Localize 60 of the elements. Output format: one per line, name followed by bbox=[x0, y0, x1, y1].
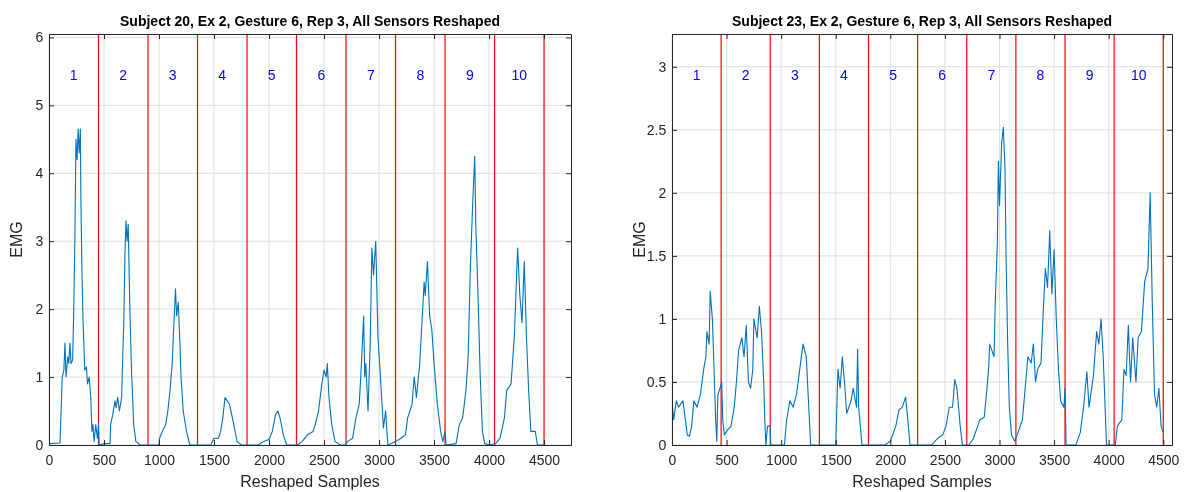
x-tick-label: 2500 bbox=[308, 451, 341, 468]
annotation: 4 bbox=[218, 66, 227, 83]
x-tick-label: 3500 bbox=[1039, 451, 1071, 468]
annotation: 8 bbox=[416, 66, 425, 83]
y-axis-title: EMG bbox=[8, 221, 25, 258]
y-tick-label: 0 bbox=[35, 436, 44, 453]
annotation: 1 bbox=[692, 66, 701, 83]
annotation: 10 bbox=[511, 66, 528, 83]
annotation: 9 bbox=[465, 66, 474, 83]
annotation: 2 bbox=[741, 66, 750, 83]
y-tick-label: 1.5 bbox=[646, 247, 667, 264]
y-tick-label: 1 bbox=[658, 310, 667, 327]
annotation: 1 bbox=[69, 66, 78, 83]
annotation: 6 bbox=[938, 66, 947, 83]
annotation: 3 bbox=[790, 66, 799, 83]
annotation: 7 bbox=[987, 66, 996, 83]
x-tick-label: 500 bbox=[92, 451, 117, 468]
line-series bbox=[672, 126, 1164, 445]
annotation: 9 bbox=[1085, 66, 1094, 83]
annotation: 2 bbox=[119, 66, 128, 83]
x-tick-label: 2500 bbox=[929, 451, 962, 468]
x-tick-label: 1500 bbox=[820, 451, 853, 468]
x-tick-label: 2000 bbox=[253, 451, 286, 468]
annotation: 7 bbox=[366, 66, 375, 83]
y-axis-title: EMG bbox=[631, 221, 648, 258]
y-tick-label: 3 bbox=[658, 58, 667, 75]
y-tick-label: 0.5 bbox=[646, 373, 667, 390]
annotation: 6 bbox=[317, 66, 326, 83]
x-tick-label: 2000 bbox=[875, 451, 907, 468]
x-tick-label: 3000 bbox=[984, 451, 1016, 468]
y-tick-label: 2.5 bbox=[646, 121, 667, 138]
y-tick-label: 2 bbox=[658, 184, 667, 201]
annotation: 4 bbox=[840, 66, 849, 83]
x-tick-label: 3000 bbox=[363, 451, 396, 468]
x-tick-label: 4000 bbox=[1093, 451, 1125, 468]
x-tick-label: 4500 bbox=[1148, 451, 1180, 468]
x-axis-title: Reshaped Samples bbox=[240, 473, 380, 490]
chart-title: Subject 23, Ex 2, Gesture 6, Rep 3, All Sensors Reshaped bbox=[732, 13, 1112, 29]
x-tick-label: 500 bbox=[715, 451, 739, 468]
x-tick-label: 1500 bbox=[198, 451, 231, 468]
annotation: 3 bbox=[168, 66, 177, 83]
chart-title: Subject 20, Ex 2, Gesture 6, Rep 3, All Sensors Reshaped bbox=[120, 13, 500, 29]
y-tick-label: 3 bbox=[35, 233, 44, 250]
x-tick-label: 4500 bbox=[528, 451, 561, 468]
annotation: 8 bbox=[1036, 66, 1045, 83]
x-axis-title: Reshaped Samples bbox=[852, 473, 992, 490]
annotation: 10 bbox=[1130, 66, 1147, 83]
y-tick-label: 6 bbox=[35, 29, 44, 46]
annotation: 5 bbox=[267, 66, 276, 83]
annotation: 5 bbox=[889, 66, 898, 83]
y-tick-label: 2 bbox=[35, 301, 44, 318]
x-tick-label: 3500 bbox=[418, 451, 451, 468]
x-tick-label: 1000 bbox=[143, 451, 176, 468]
x-tick-label: 4000 bbox=[473, 451, 506, 468]
y-tick-label: 5 bbox=[35, 97, 44, 114]
line-series bbox=[49, 128, 545, 445]
x-tick-label: 1000 bbox=[766, 451, 798, 468]
y-tick-label: 0 bbox=[658, 436, 667, 453]
y-tick-label: 1 bbox=[35, 369, 44, 386]
y-tick-label: 4 bbox=[35, 165, 44, 182]
